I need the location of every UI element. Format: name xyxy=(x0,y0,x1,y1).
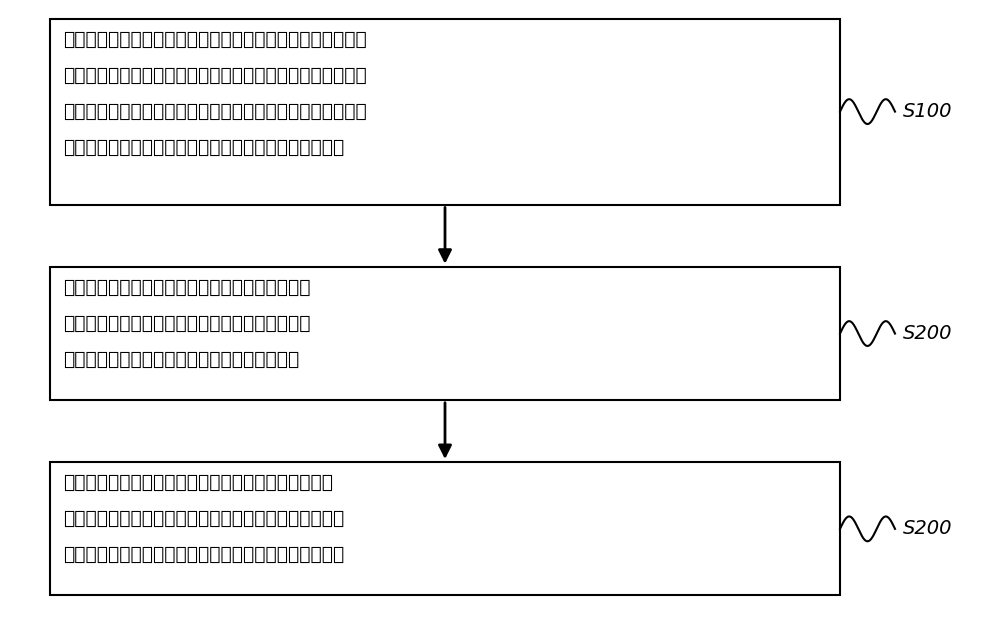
Text: 入射光汇聚，捕获并冷却所述真空腔内原子源注入的原子: 入射光汇聚，捕获并冷却所述真空腔内原子源注入的原子 xyxy=(63,138,344,157)
Text: 开启入射光组件及反亥姆霍兹线圈，所述入射光组件射出入射: 开启入射光组件及反亥姆霍兹线圈，所述入射光组件射出入射 xyxy=(63,30,367,49)
Text: 片，经由所述光栅芯片产生三束衍射光，且三束衍射光与所述: 片，经由所述光栅芯片产生三束衍射光，且三束衍射光与所述 xyxy=(63,102,367,121)
Text: 后，再次打开所述探测光组件，使发出的探测光第二次与: 后，再次打开所述探测光组件，使发出的探测光第二次与 xyxy=(63,509,344,528)
Text: 关闭所述入射光组件，同时，打开探测光组件，所: 关闭所述入射光组件，同时，打开探测光组件，所 xyxy=(63,278,310,297)
Text: 述真空腔，并与冷却的所述原子第一次相互作用: 述真空腔，并与冷却的所述原子第一次相互作用 xyxy=(63,350,299,369)
Text: S100: S100 xyxy=(903,102,952,121)
Text: 关闭所述探测光组件，等待所述原子自由运动一段时间: 关闭所述探测光组件，等待所述原子自由运动一段时间 xyxy=(63,473,333,492)
FancyBboxPatch shape xyxy=(50,462,840,595)
Text: S200: S200 xyxy=(903,520,952,538)
Text: 述探测光组件发射的探测光经由第二通光部进入所: 述探测光组件发射的探测光经由第二通光部进入所 xyxy=(63,314,310,333)
FancyBboxPatch shape xyxy=(50,19,840,205)
FancyBboxPatch shape xyxy=(50,267,840,400)
Text: S200: S200 xyxy=(903,324,952,343)
Text: 光，所述入射光经过第一通光部垂直进入真空腔内到达光栅芯: 光，所述入射光经过第一通光部垂直进入真空腔内到达光栅芯 xyxy=(63,66,367,85)
Text: 所述原子相互作用，对光进行探测，实现冷原子钟的锁定: 所述原子相互作用，对光进行探测，实现冷原子钟的锁定 xyxy=(63,545,344,564)
